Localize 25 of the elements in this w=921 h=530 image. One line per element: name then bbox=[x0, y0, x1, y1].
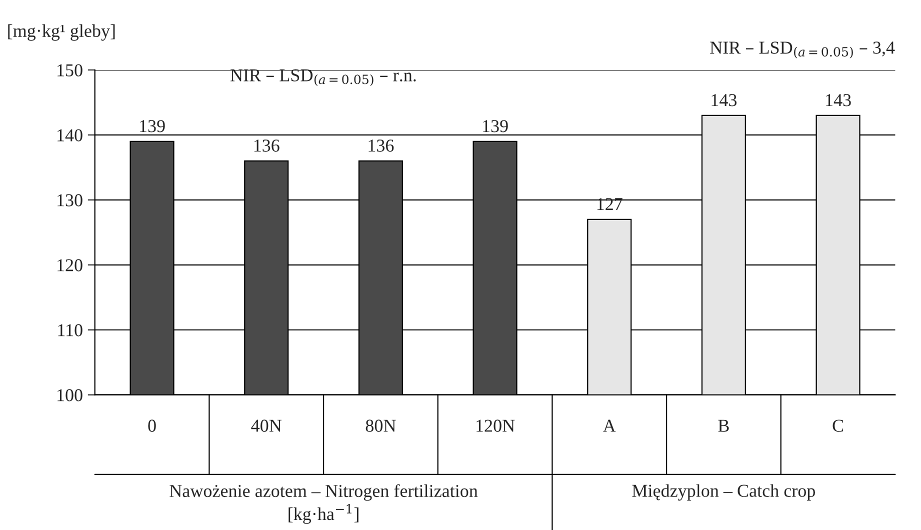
text: Nawożenie azotem – Nitrogen fertilization [kg·ha$^{−1}$] bbox=[170, 484, 478, 524]
text: NIR – LSD$_{(a=0.05)}$ – 3,4 bbox=[710, 42, 895, 58]
x-tick-label: B bbox=[718, 420, 729, 432]
y-tick-label: 150 bbox=[58, 64, 82, 76]
x-tick-label: 0 bbox=[148, 420, 156, 432]
y-axis-title: [mg·kg¹ gleby] bbox=[8, 24, 115, 41]
y-tick-label: 130 bbox=[58, 194, 82, 206]
x-tick-label: A bbox=[603, 420, 616, 432]
data-label: 139 bbox=[483, 120, 508, 132]
x-tick-label: 40N bbox=[251, 420, 282, 432]
data-label: 136 bbox=[368, 140, 394, 152]
data-label: 143 bbox=[826, 94, 851, 106]
x-tick-label: 120N bbox=[476, 420, 515, 432]
data-label: 127 bbox=[597, 198, 622, 210]
y-tick-label: 120 bbox=[58, 259, 82, 272]
y-tick-label: 110 bbox=[58, 324, 82, 336]
data-label: 136 bbox=[254, 140, 280, 152]
annotation: NIR – LSD$_{(a=0.05)}$ – r.n. bbox=[230, 69, 416, 86]
data-label: 143 bbox=[712, 94, 737, 106]
y-tick-label: 140 bbox=[58, 129, 82, 142]
text: Międzyplon – Catch crop bbox=[632, 484, 816, 501]
y-tick-label: 100 bbox=[58, 389, 82, 402]
data-label: 139 bbox=[140, 120, 165, 132]
x-tick-label: C bbox=[832, 420, 844, 432]
x-tick-label: 80N bbox=[366, 420, 396, 432]
